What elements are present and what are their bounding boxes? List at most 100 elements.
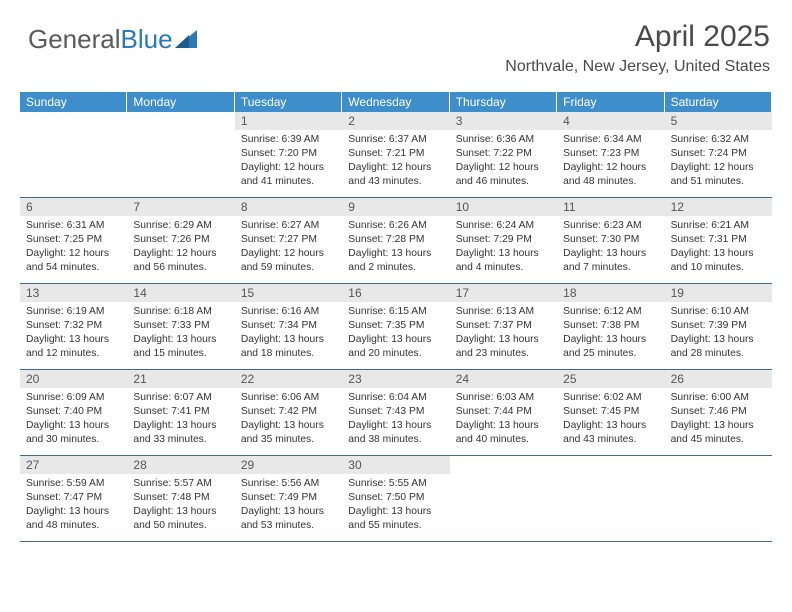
day-cell: 15Sunrise: 6:16 AMSunset: 7:34 PMDayligh… (235, 284, 342, 370)
day-number: 4 (557, 112, 664, 130)
day-cell: 30Sunrise: 5:55 AMSunset: 7:50 PMDayligh… (342, 456, 449, 542)
day-cell: 27Sunrise: 5:59 AMSunset: 7:47 PMDayligh… (20, 456, 127, 542)
day-number: 14 (127, 284, 234, 302)
day-number: 30 (342, 456, 449, 474)
empty-cell (20, 112, 127, 198)
day-number: 27 (20, 456, 127, 474)
day-body: Sunrise: 6:16 AMSunset: 7:34 PMDaylight:… (235, 302, 342, 367)
day-number: 26 (665, 370, 772, 388)
day-body: Sunrise: 5:55 AMSunset: 7:50 PMDaylight:… (342, 474, 449, 539)
logo: GeneralBlue (28, 24, 197, 55)
day-body: Sunrise: 6:37 AMSunset: 7:21 PMDaylight:… (342, 130, 449, 195)
day-cell: 18Sunrise: 6:12 AMSunset: 7:38 PMDayligh… (557, 284, 664, 370)
day-number: 29 (235, 456, 342, 474)
title-block: April 2025 Northvale, New Jersey, United… (505, 20, 770, 76)
day-cell: 29Sunrise: 5:56 AMSunset: 7:49 PMDayligh… (235, 456, 342, 542)
empty-cell (450, 456, 557, 542)
day-body: Sunrise: 6:32 AMSunset: 7:24 PMDaylight:… (665, 130, 772, 195)
day-header: Saturday (665, 92, 772, 112)
day-cell: 22Sunrise: 6:06 AMSunset: 7:42 PMDayligh… (235, 370, 342, 456)
day-body: Sunrise: 5:59 AMSunset: 7:47 PMDaylight:… (20, 474, 127, 539)
day-body: Sunrise: 6:04 AMSunset: 7:43 PMDaylight:… (342, 388, 449, 453)
day-cell: 2Sunrise: 6:37 AMSunset: 7:21 PMDaylight… (342, 112, 449, 198)
day-body: Sunrise: 6:06 AMSunset: 7:42 PMDaylight:… (235, 388, 342, 453)
day-cell: 23Sunrise: 6:04 AMSunset: 7:43 PMDayligh… (342, 370, 449, 456)
day-number: 12 (665, 198, 772, 216)
day-number: 10 (450, 198, 557, 216)
day-cell: 19Sunrise: 6:10 AMSunset: 7:39 PMDayligh… (665, 284, 772, 370)
day-cell: 28Sunrise: 5:57 AMSunset: 7:48 PMDayligh… (127, 456, 234, 542)
day-cell: 26Sunrise: 6:00 AMSunset: 7:46 PMDayligh… (665, 370, 772, 456)
day-number: 8 (235, 198, 342, 216)
day-number: 9 (342, 198, 449, 216)
day-cell: 7Sunrise: 6:29 AMSunset: 7:26 PMDaylight… (127, 198, 234, 284)
empty-cell (127, 112, 234, 198)
day-header: Sunday (20, 92, 127, 112)
day-cell: 8Sunrise: 6:27 AMSunset: 7:27 PMDaylight… (235, 198, 342, 284)
day-body: Sunrise: 6:26 AMSunset: 7:28 PMDaylight:… (342, 216, 449, 281)
day-body: Sunrise: 6:13 AMSunset: 7:37 PMDaylight:… (450, 302, 557, 367)
day-cell: 12Sunrise: 6:21 AMSunset: 7:31 PMDayligh… (665, 198, 772, 284)
day-number: 11 (557, 198, 664, 216)
day-body: Sunrise: 6:34 AMSunset: 7:23 PMDaylight:… (557, 130, 664, 195)
day-cell: 3Sunrise: 6:36 AMSunset: 7:22 PMDaylight… (450, 112, 557, 198)
day-number: 19 (665, 284, 772, 302)
day-number: 6 (20, 198, 127, 216)
day-number: 28 (127, 456, 234, 474)
day-body: Sunrise: 6:10 AMSunset: 7:39 PMDaylight:… (665, 302, 772, 367)
day-cell: 21Sunrise: 6:07 AMSunset: 7:41 PMDayligh… (127, 370, 234, 456)
logo-text-a: General (28, 24, 121, 55)
page-title: April 2025 (505, 20, 770, 54)
day-header: Thursday (450, 92, 557, 112)
day-number: 5 (665, 112, 772, 130)
day-number: 17 (450, 284, 557, 302)
day-body: Sunrise: 6:09 AMSunset: 7:40 PMDaylight:… (20, 388, 127, 453)
day-cell: 13Sunrise: 6:19 AMSunset: 7:32 PMDayligh… (20, 284, 127, 370)
logo-text-b: Blue (121, 24, 173, 55)
day-number: 18 (557, 284, 664, 302)
day-cell: 16Sunrise: 6:15 AMSunset: 7:35 PMDayligh… (342, 284, 449, 370)
day-number: 3 (450, 112, 557, 130)
day-number: 20 (20, 370, 127, 388)
day-cell: 25Sunrise: 6:02 AMSunset: 7:45 PMDayligh… (557, 370, 664, 456)
day-body: Sunrise: 6:02 AMSunset: 7:45 PMDaylight:… (557, 388, 664, 453)
day-body: Sunrise: 6:19 AMSunset: 7:32 PMDaylight:… (20, 302, 127, 367)
calendar-grid: SundayMondayTuesdayWednesdayThursdayFrid… (20, 92, 772, 542)
day-cell: 9Sunrise: 6:26 AMSunset: 7:28 PMDaylight… (342, 198, 449, 284)
day-cell: 11Sunrise: 6:23 AMSunset: 7:30 PMDayligh… (557, 198, 664, 284)
day-cell: 4Sunrise: 6:34 AMSunset: 7:23 PMDaylight… (557, 112, 664, 198)
day-cell: 6Sunrise: 6:31 AMSunset: 7:25 PMDaylight… (20, 198, 127, 284)
day-body: Sunrise: 6:39 AMSunset: 7:20 PMDaylight:… (235, 130, 342, 195)
day-cell: 10Sunrise: 6:24 AMSunset: 7:29 PMDayligh… (450, 198, 557, 284)
day-cell: 20Sunrise: 6:09 AMSunset: 7:40 PMDayligh… (20, 370, 127, 456)
day-body: Sunrise: 6:00 AMSunset: 7:46 PMDaylight:… (665, 388, 772, 453)
day-number: 23 (342, 370, 449, 388)
day-header: Tuesday (235, 92, 342, 112)
day-body: Sunrise: 6:24 AMSunset: 7:29 PMDaylight:… (450, 216, 557, 281)
day-body: Sunrise: 6:31 AMSunset: 7:25 PMDaylight:… (20, 216, 127, 281)
day-number: 24 (450, 370, 557, 388)
day-body: Sunrise: 6:18 AMSunset: 7:33 PMDaylight:… (127, 302, 234, 367)
day-body: Sunrise: 6:12 AMSunset: 7:38 PMDaylight:… (557, 302, 664, 367)
day-header: Wednesday (342, 92, 449, 112)
day-cell: 14Sunrise: 6:18 AMSunset: 7:33 PMDayligh… (127, 284, 234, 370)
day-header: Monday (127, 92, 234, 112)
day-body: Sunrise: 5:56 AMSunset: 7:49 PMDaylight:… (235, 474, 342, 539)
day-number: 16 (342, 284, 449, 302)
day-body: Sunrise: 6:21 AMSunset: 7:31 PMDaylight:… (665, 216, 772, 281)
day-cell: 1Sunrise: 6:39 AMSunset: 7:20 PMDaylight… (235, 112, 342, 198)
day-body: Sunrise: 6:36 AMSunset: 7:22 PMDaylight:… (450, 130, 557, 195)
day-body: Sunrise: 6:03 AMSunset: 7:44 PMDaylight:… (450, 388, 557, 453)
day-number: 15 (235, 284, 342, 302)
day-body: Sunrise: 6:15 AMSunset: 7:35 PMDaylight:… (342, 302, 449, 367)
day-number: 25 (557, 370, 664, 388)
day-header: Friday (557, 92, 664, 112)
day-body: Sunrise: 6:07 AMSunset: 7:41 PMDaylight:… (127, 388, 234, 453)
day-body: Sunrise: 5:57 AMSunset: 7:48 PMDaylight:… (127, 474, 234, 539)
day-cell: 5Sunrise: 6:32 AMSunset: 7:24 PMDaylight… (665, 112, 772, 198)
day-body: Sunrise: 6:23 AMSunset: 7:30 PMDaylight:… (557, 216, 664, 281)
day-number: 22 (235, 370, 342, 388)
day-number: 1 (235, 112, 342, 130)
day-cell: 17Sunrise: 6:13 AMSunset: 7:37 PMDayligh… (450, 284, 557, 370)
day-number: 13 (20, 284, 127, 302)
